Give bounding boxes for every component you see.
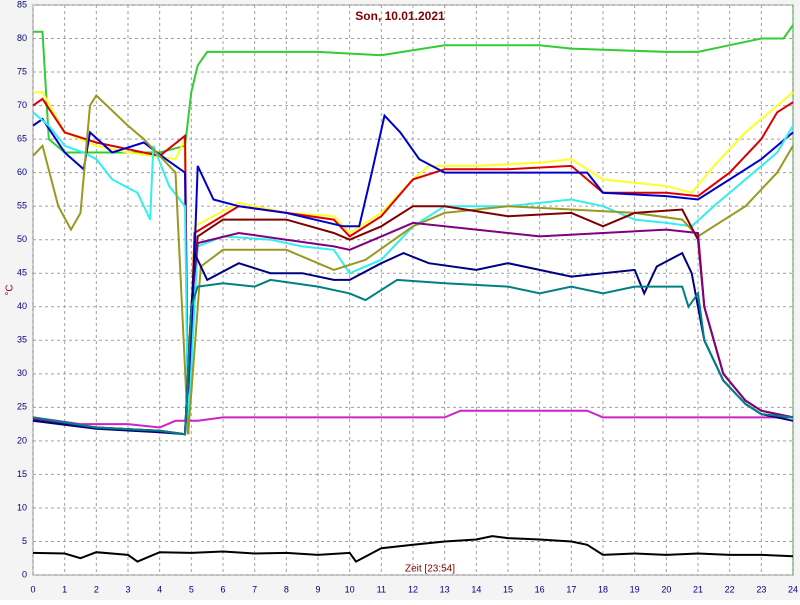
x-tick-label: 7 — [252, 584, 257, 594]
x-tick-label: 9 — [315, 584, 320, 594]
y-tick-label: 70 — [17, 100, 27, 110]
x-tick-label: 23 — [756, 584, 766, 594]
x-tick-label: 5 — [189, 584, 194, 594]
data-line — [32, 97, 794, 428]
data-line — [33, 91, 794, 428]
x-tick-label: 10 — [345, 584, 355, 594]
x-tick-label: 13 — [440, 584, 450, 594]
x-tick-label: 17 — [566, 584, 576, 594]
y-axis-label: °C — [5, 284, 16, 295]
x-tick-label: 0 — [30, 584, 35, 594]
y-tick-label: 10 — [17, 502, 27, 512]
x-tick-label: 4 — [157, 584, 162, 594]
x-tick-label: 18 — [598, 584, 608, 594]
x-tick-label: 22 — [725, 584, 735, 594]
x-tick-label: 24 — [788, 584, 798, 594]
y-tick-label: 45 — [17, 268, 27, 278]
data-line — [32, 409, 793, 429]
y-tick-label: 65 — [17, 133, 27, 143]
data-line — [32, 113, 794, 435]
y-tick-label: 50 — [17, 234, 27, 244]
x-tick-label: 16 — [535, 584, 545, 594]
y-tick-label: 75 — [17, 66, 27, 76]
y-tick-label: 15 — [17, 469, 27, 479]
data-line — [33, 24, 794, 154]
y-tick-label: 25 — [17, 402, 27, 412]
x-tick-label: 19 — [630, 584, 640, 594]
x-tick-label: 6 — [220, 584, 225, 594]
y-tick-label: 30 — [17, 368, 27, 378]
x-axis-label: Zeit [23:54] — [405, 564, 455, 575]
y-tick-label: 35 — [17, 335, 27, 345]
x-tick-label: 12 — [408, 584, 418, 594]
data-line — [32, 535, 794, 563]
x-tick-label: 15 — [503, 584, 513, 594]
data-line — [32, 111, 794, 428]
y-tick-label: 40 — [17, 301, 27, 311]
chart-title: Son, 10.01.2021 — [355, 9, 445, 23]
x-tick-label: 11 — [377, 584, 386, 594]
x-tick-label: 1 — [62, 584, 67, 594]
y-tick-label: 5 — [22, 536, 27, 546]
x-tick-label: 2 — [94, 584, 99, 594]
x-tick-label: 3 — [125, 584, 130, 594]
x-tick-label: 20 — [661, 584, 671, 594]
y-tick-label: 0 — [22, 569, 27, 579]
y-tick-label: 20 — [17, 435, 27, 445]
x-tick-label: 14 — [471, 584, 481, 594]
data-line — [32, 278, 794, 436]
y-tick-label: 80 — [17, 33, 27, 43]
y-tick-label: 60 — [17, 167, 27, 177]
y-tick-label: 85 — [17, 0, 27, 9]
x-tick-label: 8 — [284, 584, 289, 594]
x-tick-label: 21 — [693, 584, 703, 594]
y-tick-label: 55 — [17, 201, 27, 211]
